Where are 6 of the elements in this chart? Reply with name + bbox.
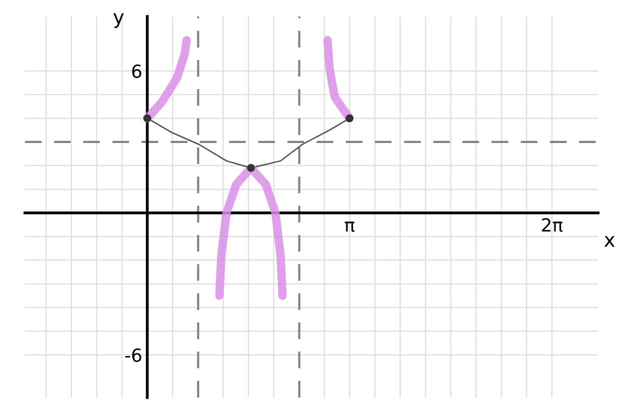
x-tick-label: π (344, 222, 355, 232)
y-tick-label: 6 (132, 64, 142, 78)
x-axis-title: x (604, 236, 615, 247)
y-axis-title: y (113, 13, 124, 28)
y-tick-label: -6 (125, 348, 142, 362)
x-tick-label: 2π (542, 218, 563, 232)
